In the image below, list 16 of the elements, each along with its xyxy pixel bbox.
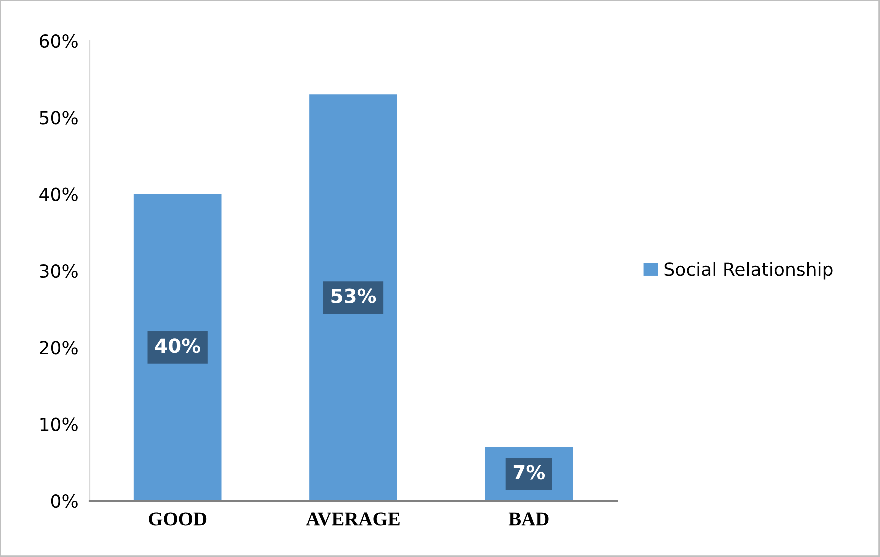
x-tick-label: AVERAGE [306,512,400,526]
text: 40% [155,338,200,354]
y-tick-label: 20% [40,341,78,355]
text: 7% [514,465,546,480]
bar [310,94,398,501]
y-tick-label: 50% [40,111,78,125]
y-tick-label: 30% [40,264,78,278]
x-tick-label: GOOD [149,512,207,526]
y-tick-label: 40% [40,188,78,202]
x-tick-label: BAD [508,512,549,526]
text: 53% [332,288,376,304]
y-tick-label: 10% [40,418,78,432]
legend-label: Social Relationship [664,262,833,280]
y-tick-label: 60% [40,34,78,48]
bar [134,194,222,501]
y-tick-label: 0% [51,494,78,508]
